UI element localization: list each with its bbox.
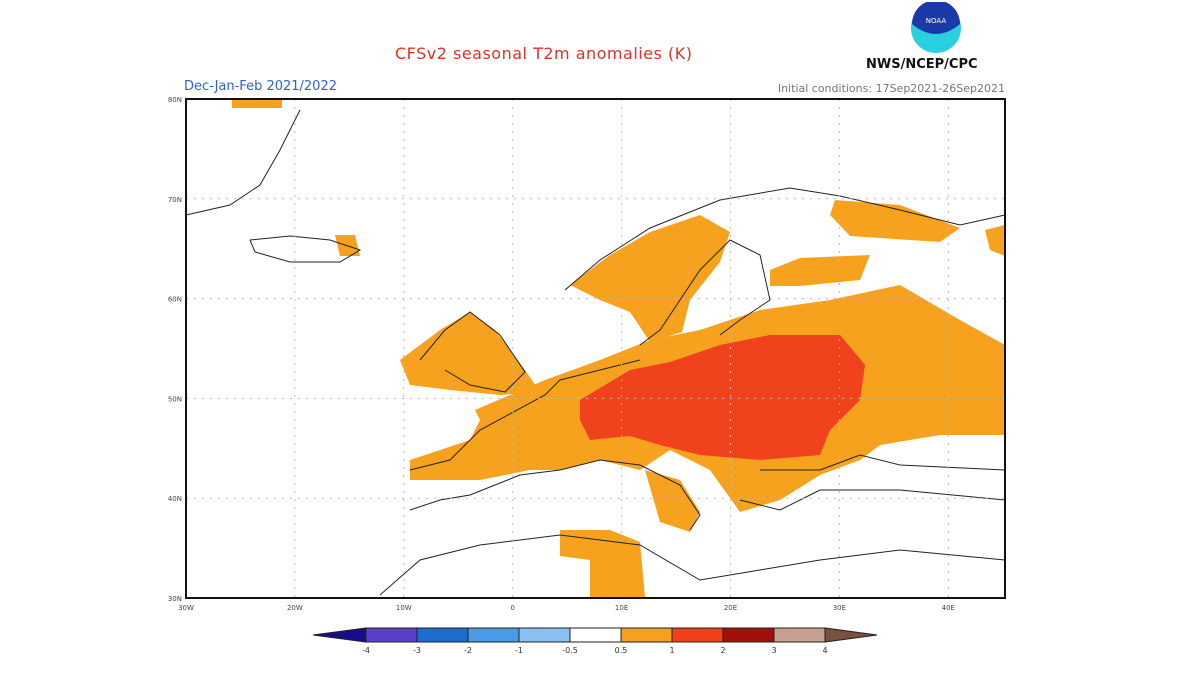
lat-label: 70N [168,196,182,204]
colorbar-segment [467,627,520,643]
colorbar-label: 0.5 [615,646,628,655]
colorbar-label: -0.5 [562,646,578,655]
colorbar-segment [773,627,826,643]
colorbar-label: 1 [669,646,674,655]
anomaly-scandinavia [570,215,730,342]
lon-label: 30W [178,604,194,612]
lon-label: 20W [287,604,303,612]
anomaly-greenland [232,99,282,108]
colorbar-segment [722,627,775,643]
anomaly-uk-ireland [400,312,540,395]
colorbar-high-arrow [824,627,878,643]
coastlines [185,109,1006,596]
lat-label: 80N [168,96,182,104]
anomaly-kola [830,200,960,242]
lat-label: 50N [168,395,182,403]
anomaly-karelia [770,255,870,286]
orange-anomaly-areas [232,99,1005,597]
colorbar-label: 2 [720,646,725,655]
lat-label: 40N [168,495,182,503]
lon-label: 20E [724,604,737,612]
colorbar-segment [518,627,571,643]
anomaly-iceland [335,235,360,256]
lon-label: 40E [942,604,955,612]
red-anomaly-area [580,335,865,460]
anomaly-italy [645,470,700,532]
colorbar: -4 -3 -2 -1 -0.5 0.5 1 2 3 4 [312,627,878,655]
gridlines [186,99,1005,598]
lat-label: 30N [168,595,182,603]
agency-label: NWS/NCEP/CPC [866,57,978,72]
colorbar-segment [620,627,673,643]
map-frame [185,98,1006,599]
svg-text:NOAA: NOAA [926,17,947,25]
lon-label: 0 [510,604,514,612]
noaa-logo-icon: NOAA [911,2,961,53]
colorbar-label: -4 [362,646,370,655]
lon-label: 10E [615,604,628,612]
colorbar-low-arrow [312,627,367,643]
colorbar-label: -1 [515,646,523,655]
lon-label: 10W [396,604,412,612]
season-label: Dec-Jan-Feb 2021/2022 [184,79,337,94]
map-title: CFSv2 seasonal T2m anomalies (K) [395,44,693,63]
colorbar-label: 4 [822,646,827,655]
colorbar-label: 3 [771,646,776,655]
anomaly-north-africa [560,530,645,597]
lon-label: 30E [833,604,846,612]
colorbar-label: -3 [413,646,421,655]
colorbar-segment [569,627,622,643]
lat-label: 60N [168,296,182,304]
anomaly-ural [985,225,1005,256]
initial-conditions: Initial conditions: 17Sep2021-26Sep2021 [777,82,1005,95]
colorbar-label: -2 [464,646,472,655]
colorbar-segment [365,627,418,643]
colorbar-segment [416,627,469,643]
anomaly-mainland-europe [410,285,1005,512]
colorbar-segment [671,627,724,643]
